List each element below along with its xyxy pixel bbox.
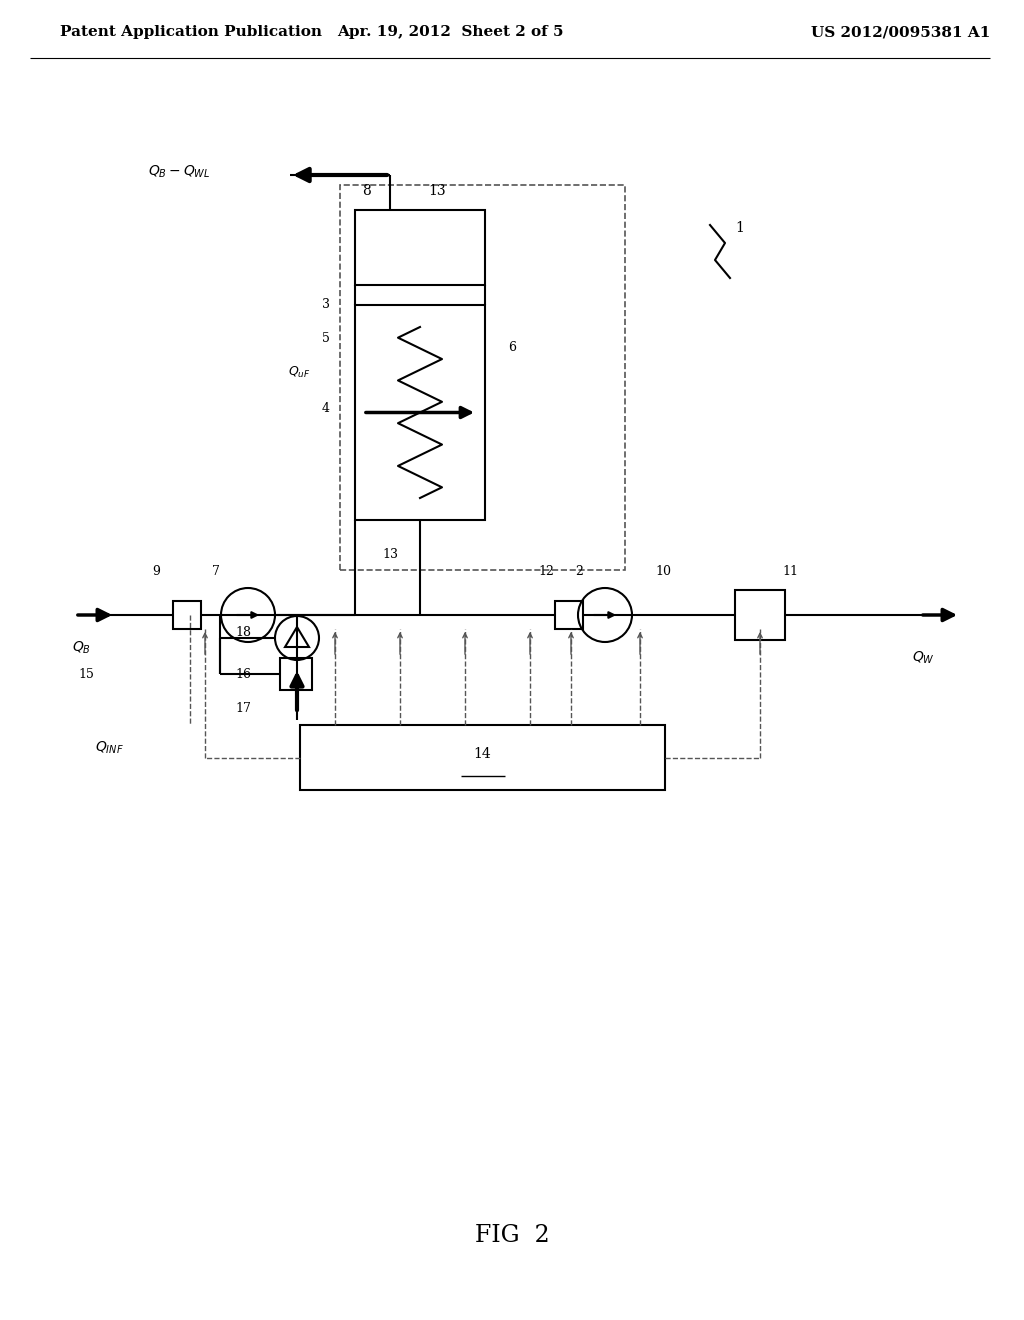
Text: 7: 7: [212, 565, 220, 578]
Text: 10: 10: [655, 565, 671, 578]
Text: 15: 15: [78, 668, 94, 681]
Bar: [280, 657, 312, 690]
Text: 6: 6: [508, 342, 516, 355]
Text: 13: 13: [428, 183, 445, 198]
Text: 9: 9: [152, 565, 160, 578]
Text: $Q_B-Q_{WL}$: $Q_B-Q_{WL}$: [148, 164, 210, 181]
Text: 4: 4: [322, 401, 330, 414]
Text: Patent Application Publication: Patent Application Publication: [60, 25, 322, 40]
Text: 8: 8: [362, 183, 371, 198]
Text: 1: 1: [735, 220, 743, 235]
Bar: [355, 305, 485, 520]
Text: 14: 14: [474, 747, 492, 760]
Text: 11: 11: [782, 565, 798, 578]
Text: $Q_B$: $Q_B$: [72, 640, 91, 656]
Text: US 2012/0095381 A1: US 2012/0095381 A1: [811, 25, 990, 40]
Text: 16: 16: [234, 668, 251, 681]
Bar: [555, 601, 583, 630]
Text: 13: 13: [382, 548, 398, 561]
Text: $Q_W$: $Q_W$: [912, 649, 935, 667]
Bar: [173, 601, 201, 630]
Text: 17: 17: [234, 701, 251, 714]
Text: FIG  2: FIG 2: [475, 1224, 549, 1246]
Text: 3: 3: [322, 298, 330, 312]
Text: 18: 18: [234, 626, 251, 639]
Bar: [300, 725, 665, 789]
Bar: [355, 210, 485, 285]
Text: 2: 2: [575, 565, 583, 578]
Bar: [735, 590, 785, 640]
Text: Apr. 19, 2012  Sheet 2 of 5: Apr. 19, 2012 Sheet 2 of 5: [337, 25, 563, 40]
Text: 12: 12: [538, 565, 554, 578]
Text: $Q_{INF}$: $Q_{INF}$: [95, 739, 124, 756]
Text: 5: 5: [322, 331, 330, 345]
Bar: [340, 185, 625, 570]
Text: $Q_{uF}$: $Q_{uF}$: [288, 364, 310, 380]
